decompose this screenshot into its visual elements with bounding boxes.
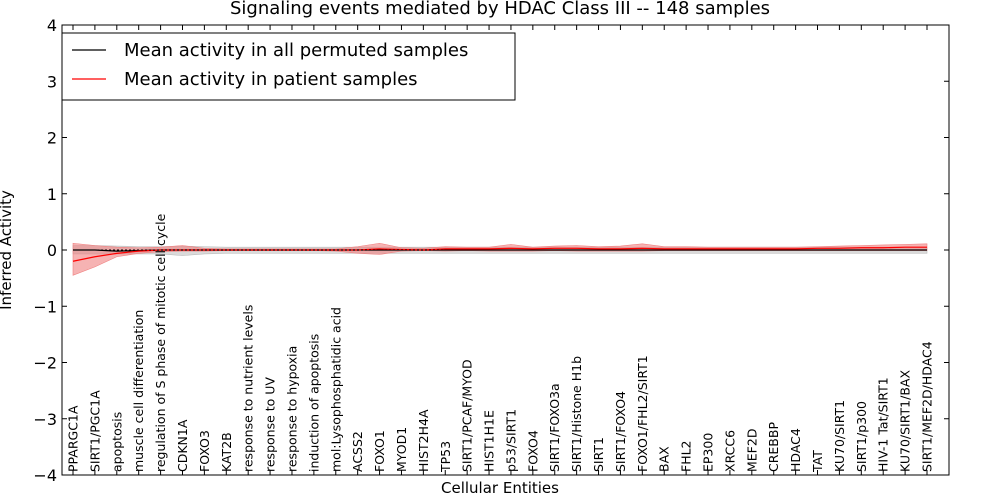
y-tick-label: −3	[33, 410, 57, 429]
x-tick-label: PPARGC1A	[66, 405, 81, 472]
x-tick-label: KU70/SIRT1/BAX	[898, 370, 913, 472]
x-tick-label: mol:Lysophosphatidic acid	[328, 307, 343, 472]
x-tick-label: induction of apoptosis	[306, 334, 321, 472]
x-tick-label: XRCC6	[722, 430, 737, 472]
y-axis-label: Inferred Activity	[0, 190, 15, 310]
x-tick-label: SIRT1/MEF2D/HDAC4	[920, 341, 935, 472]
x-tick-label: TAT	[810, 450, 825, 473]
x-tick-label: TP53	[438, 441, 453, 473]
y-tick-label: 1	[47, 185, 57, 204]
series-line-patient	[72, 246, 927, 262]
x-tick-label: FOXO1	[372, 430, 387, 472]
x-tick-label: apoptosis	[109, 412, 124, 472]
series-lines	[72, 246, 927, 262]
x-tick-label: response to UV	[263, 377, 278, 472]
y-tick-label: −2	[33, 354, 57, 373]
x-tick-label: CREBBP	[766, 422, 781, 472]
x-tick-label: MEF2D	[744, 429, 759, 472]
x-tick-label: SIRT1	[591, 437, 606, 472]
x-tick-label: SIRT1/Histone H1b	[569, 356, 584, 472]
legend: Mean activity in all permuted samples Me…	[61, 32, 516, 101]
x-tick-label: FOXO1/FHL2/SIRT1	[635, 355, 650, 472]
legend-label-permuted: Mean activity in all permuted samples	[124, 40, 468, 61]
x-tick-label: SIRT1/p300	[854, 401, 869, 472]
y-axis: 4 3 2 1 0 −1 −2 −3 −4	[33, 16, 949, 485]
x-tick-label: muscle cell differentiation	[131, 310, 146, 472]
x-tick-label: KU70/SIRT1	[832, 400, 847, 472]
x-tick-label: FOXO4	[525, 430, 540, 472]
x-tick-label: p53/SIRT1	[503, 409, 518, 472]
chart-title: Signaling events mediated by HDAC Class …	[230, 0, 770, 19]
x-tick-label: HIV-1 Tat/SIRT1	[876, 377, 891, 472]
x-tick-label: HDAC4	[788, 428, 803, 472]
x-tick-label: FHL2	[679, 440, 694, 472]
x-tick-label: SIRT1/PGC1A	[87, 390, 102, 472]
y-tick-label: −1	[33, 297, 57, 316]
x-tick-label: ACSS2	[350, 431, 365, 472]
x-tick-label: response to hypoxia	[284, 346, 299, 472]
x-tick-label: SIRT1/FOXO4	[613, 391, 628, 472]
legend-box	[61, 32, 516, 101]
legend-label-patient: Mean activity in patient samples	[124, 69, 418, 90]
x-tick-label: HIST2H4A	[416, 409, 431, 472]
y-tick-label: 3	[47, 72, 57, 91]
x-tick-label: regulation of S phase of mitotic cell cy…	[153, 213, 168, 472]
x-tick-label: HIST1H1E	[482, 410, 497, 472]
x-axis: PPARGC1A SIRT1/PGC1A apoptosis muscle cell …	[66, 25, 935, 475]
x-tick-label: CDKN1A	[175, 419, 190, 472]
x-tick-label: KAT2B	[219, 432, 234, 472]
x-tick-label: BAX	[657, 446, 672, 472]
x-tick-label: FOXO3	[197, 430, 212, 472]
y-tick-label: 2	[47, 129, 57, 148]
x-tick-label: response to nutrient levels	[241, 305, 256, 472]
y-tick-label: 4	[47, 16, 57, 35]
y-tick-label: −4	[33, 466, 57, 485]
y-tick-label: 0	[47, 241, 57, 260]
x-tick-label: SIRT1/PCAF/MYOD	[460, 359, 475, 472]
x-tick-label: SIRT1/FOXO3a	[547, 383, 562, 472]
x-axis-label: Cellular Entities	[441, 479, 559, 497]
x-tick-label: EP300	[701, 433, 716, 472]
x-tick-label: MYOD1	[394, 427, 409, 472]
